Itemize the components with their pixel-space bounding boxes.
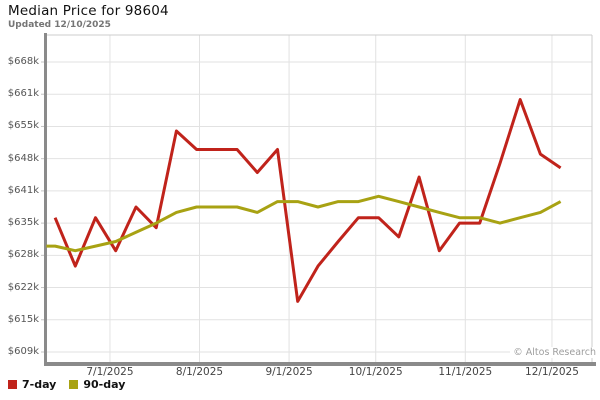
y-axis-tick-label: $628k — [7, 249, 39, 261]
x-axis-tick-label: 12/1/2025 — [525, 366, 579, 378]
y-axis-tick-label: $615k — [7, 313, 39, 325]
x-axis-tick-label: 7/1/2025 — [86, 366, 134, 378]
y-axis-tick-label: $635k — [7, 217, 39, 229]
y-axis-tick-label: $655k — [7, 120, 39, 132]
x-axis-tick-label: 11/1/2025 — [438, 366, 493, 378]
legend-label-90day: 90-day — [83, 378, 126, 391]
legend-swatch-7day-icon — [8, 380, 17, 389]
chart-legend: 7-day 90-day — [8, 378, 125, 391]
x-axis-tick-label: 10/1/2025 — [348, 366, 403, 378]
chart-title: Median Price for 98604 — [8, 3, 169, 19]
y-axis-tick-label: $609k — [7, 346, 39, 357]
chart-subtitle: Updated 12/10/2025 — [8, 20, 111, 30]
y-axis-tick-label: $648k — [7, 152, 39, 164]
legend-label-7day: 7-day — [22, 378, 57, 391]
x-axis-tick-label: 9/1/2025 — [265, 366, 313, 378]
legend-swatch-90day-icon — [69, 380, 79, 389]
legend-item-90day: 90-day — [69, 378, 125, 391]
x-axis-tick-label: 8/1/2025 — [175, 366, 224, 378]
y-axis-tick-label: $641k — [7, 184, 39, 196]
y-axis-tick-label: $661k — [7, 88, 39, 100]
legend-item-7day: 7-day — [8, 378, 56, 391]
copyright-note: © Altos Research — [510, 347, 596, 358]
y-axis-tick-label: $622k — [7, 281, 39, 293]
y-axis-tick-label: $668k — [7, 56, 39, 67]
